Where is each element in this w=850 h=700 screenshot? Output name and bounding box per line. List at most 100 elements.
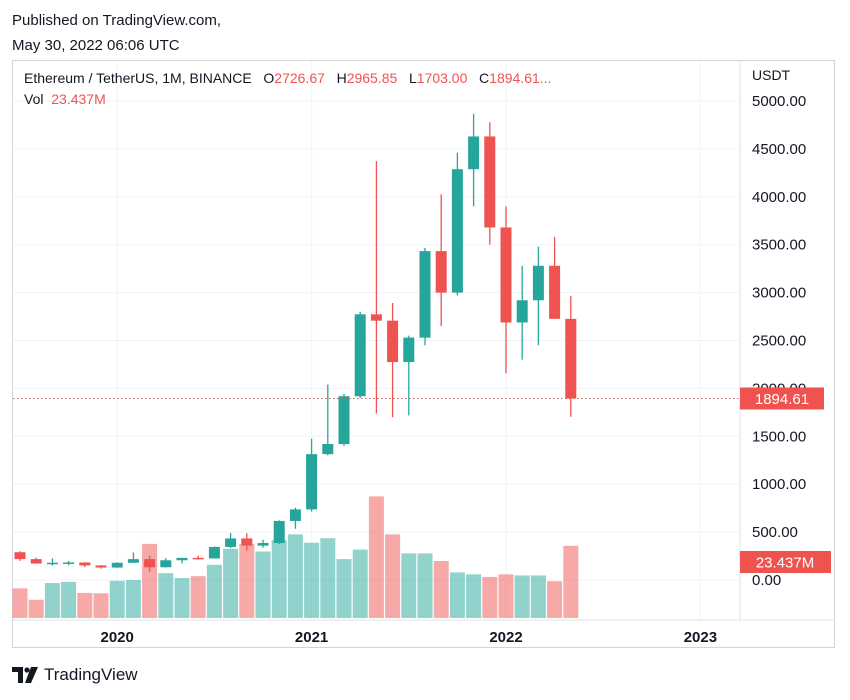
candle-body [63, 562, 75, 564]
published-line-1: Published on TradingView.com, [12, 12, 222, 29]
y-tick-label: 3500.00 [752, 237, 806, 254]
volume-bar [223, 548, 239, 618]
candle-body [435, 251, 447, 293]
volume-bar [320, 538, 336, 618]
candle-body [79, 562, 91, 566]
y-tick-label: 5000.00 [752, 93, 806, 110]
volume-bar [239, 543, 255, 618]
candle-body [338, 396, 350, 445]
footer-brand-name: TradingView [44, 665, 138, 684]
volume-bar [482, 576, 498, 618]
candle-body [46, 562, 58, 565]
ohlc-legend: Ethereum / TetherUS, 1M, BINANCE O2726.6… [24, 70, 551, 86]
candle-body [289, 509, 301, 521]
candle-body [95, 565, 107, 568]
x-tick-label: 2023 [684, 629, 717, 646]
candle-body [565, 318, 577, 399]
candle-body [111, 562, 123, 568]
published-line-2: May 30, 2022 06:06 UTC [12, 37, 180, 54]
x-tick-label: 2022 [489, 629, 522, 646]
candle-body [387, 320, 399, 363]
volume-bar [449, 572, 465, 618]
volume-bar [336, 559, 352, 618]
volume-value: 23.437M [51, 91, 106, 107]
x-tick-label: 2021 [295, 629, 328, 646]
volume-badge [740, 551, 831, 573]
candle-body [532, 265, 544, 301]
legend-high-label: H [336, 70, 347, 86]
candle-body [160, 560, 172, 568]
candle-body [354, 314, 366, 397]
candle-body [144, 559, 156, 568]
volume-legend: Vol 23.437M [24, 91, 106, 107]
y-axis-unit: USDT [752, 67, 791, 83]
candle-body [500, 227, 512, 323]
legend-symbol: Ethereum / TetherUS, 1M, BINANCE [24, 70, 252, 86]
candle-body [370, 314, 382, 321]
volume-bar [12, 588, 28, 618]
legend-open-value: 2726.67 [274, 70, 325, 86]
candle-body [273, 520, 285, 544]
volume-bar [368, 496, 384, 618]
volume-bar [466, 574, 482, 618]
y-tick-label: 0.00 [752, 572, 781, 589]
volume-label: Vol [24, 91, 44, 107]
x-tick-label: 2020 [101, 629, 134, 646]
volume-bar [433, 561, 449, 618]
candle-body [516, 300, 528, 323]
candle-body [451, 169, 463, 293]
candle-body [30, 559, 42, 564]
volume-bar [498, 574, 514, 618]
candle-body [322, 444, 334, 455]
tradingview-logo-icon [12, 667, 38, 683]
volume-bar [385, 534, 401, 618]
volume-bar [255, 551, 271, 618]
volume-bar [417, 553, 433, 618]
y-tick-label: 4000.00 [752, 189, 806, 206]
volume-bar [190, 576, 206, 618]
legend-open-label: O [263, 70, 275, 86]
published-info: Published on TradingView.com, May 30, 20… [12, 8, 221, 58]
candle-body [225, 538, 237, 547]
volume-bar [563, 545, 579, 618]
chart-frame [12, 60, 835, 648]
candle-body [419, 251, 431, 338]
candle-body [549, 265, 561, 319]
y-tick-label: 1500.00 [752, 428, 806, 445]
legend-close-label: C [479, 70, 490, 86]
volume-bar [514, 575, 530, 618]
y-tick-label: 1000.00 [752, 476, 806, 493]
candle-body [192, 557, 204, 560]
candle-body [257, 543, 269, 546]
volume-bar [28, 599, 44, 618]
volume-bar [271, 540, 287, 618]
legend-close-value: 1894.61... [489, 70, 552, 86]
y-tick-label: 2500.00 [752, 333, 806, 350]
volume-bar [304, 542, 320, 618]
last-price-badge [740, 387, 824, 410]
candle-body [484, 136, 496, 228]
volume-bar [401, 553, 417, 618]
volume-bar [77, 592, 93, 618]
candle-body [403, 337, 415, 363]
volume-bar [109, 580, 125, 618]
candle-body [306, 454, 318, 510]
legend-low-value: 1703.00 [416, 70, 468, 86]
volume-bar [547, 581, 563, 618]
candle-body [14, 552, 26, 560]
volume-bar [44, 583, 60, 618]
volume-bar [206, 564, 222, 618]
candle-body [241, 538, 253, 546]
volume-bar [142, 543, 158, 618]
y-tick-label: 3000.00 [752, 285, 806, 302]
volume-bar [125, 580, 141, 618]
volume-bar [530, 575, 546, 618]
y-tick-label: 500.00 [752, 524, 798, 541]
last-price-badge-label: 1894.61 [755, 391, 809, 408]
volume-bar [93, 593, 109, 618]
candle-body [127, 559, 139, 563]
volume-bar [352, 549, 368, 618]
volume-bar [61, 581, 77, 618]
legend-low-label: L [408, 70, 417, 86]
